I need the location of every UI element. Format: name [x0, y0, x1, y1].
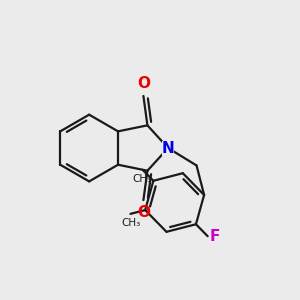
Text: O: O	[137, 206, 150, 220]
Text: O: O	[137, 76, 150, 91]
Text: N: N	[162, 140, 175, 155]
Text: F: F	[210, 229, 220, 244]
Text: CH₃: CH₃	[132, 174, 152, 184]
Text: CH₃: CH₃	[122, 218, 141, 228]
